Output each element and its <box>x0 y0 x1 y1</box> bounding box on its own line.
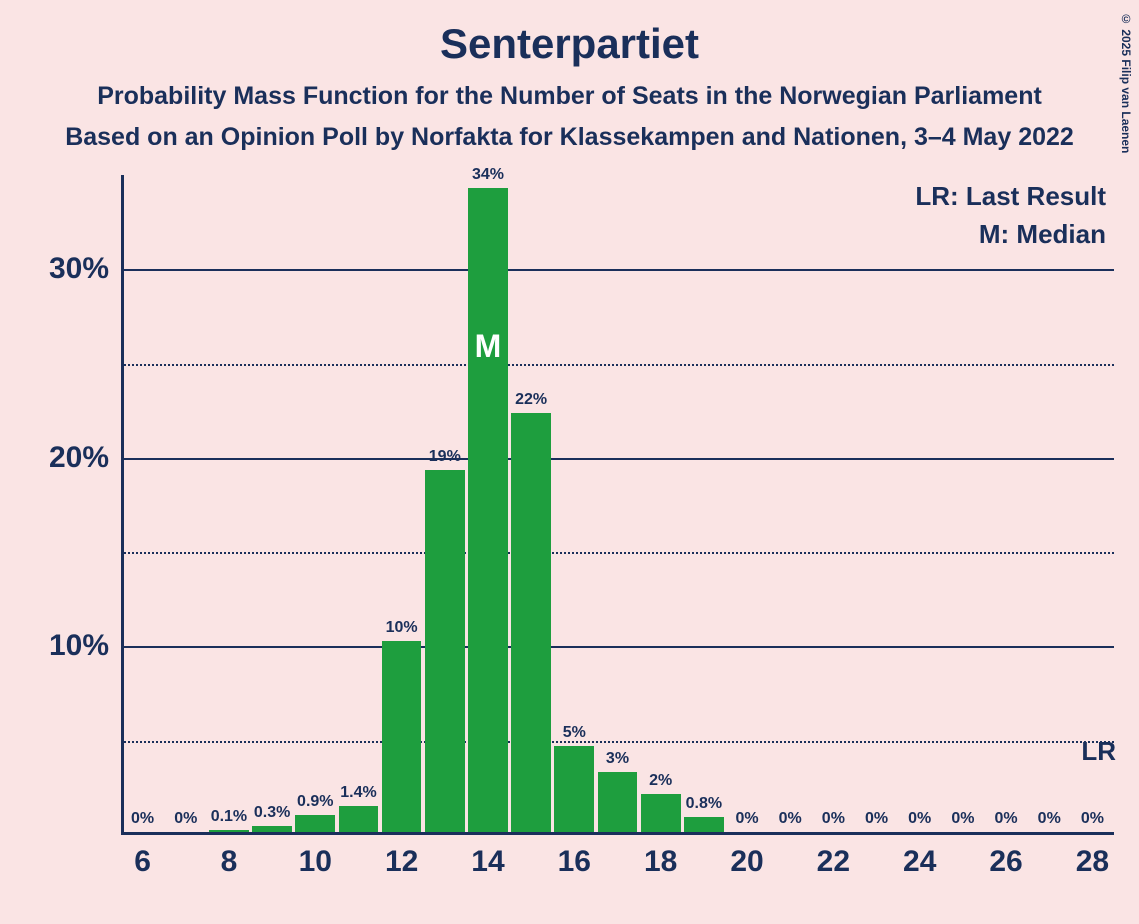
bar-value-label: 0% <box>735 810 758 832</box>
x-tick-label: 24 <box>903 835 936 879</box>
x-tick-label: 18 <box>644 835 677 879</box>
bar-value-label: 0% <box>995 810 1018 832</box>
bar-value-label: 19% <box>429 448 461 470</box>
bar: 0.8% <box>684 817 724 832</box>
bar: 34%M <box>468 188 508 832</box>
x-tick-label: 28 <box>1076 835 1109 879</box>
chart-subtitle-1: Probability Mass Function for the Number… <box>0 68 1139 111</box>
copyright-text: © 2025 Filip van Laenen <box>1119 12 1133 153</box>
bar-value-label: 0% <box>131 810 154 832</box>
legend-lr: LR: Last Result <box>915 181 1106 212</box>
chart-subtitle-2: Based on an Opinion Poll by Norfakta for… <box>0 111 1139 152</box>
bar-value-label: 0.8% <box>686 795 722 817</box>
bar-value-label: 0% <box>908 810 931 832</box>
bar-value-label: 0% <box>174 810 197 832</box>
bar: 22% <box>511 413 551 832</box>
median-marker: M <box>475 328 502 365</box>
x-tick-label: 22 <box>817 835 850 879</box>
bar-value-label: 0% <box>779 810 802 832</box>
chart-plot-area: 10%20%30%68101214161820222426280%0%0.1%0… <box>121 175 1114 835</box>
gridline-major <box>121 646 1114 648</box>
bar-value-label: 2% <box>649 772 672 794</box>
x-tick-label: 16 <box>558 835 591 879</box>
y-tick-label: 20% <box>49 441 121 475</box>
bar-value-label: 0.1% <box>211 808 247 830</box>
x-tick-label: 14 <box>471 835 504 879</box>
bar: 5% <box>554 746 594 832</box>
bar-value-label: 5% <box>563 724 586 746</box>
y-tick-label: 10% <box>49 629 121 663</box>
x-tick-label: 20 <box>730 835 763 879</box>
y-tick-label: 30% <box>49 252 121 286</box>
gridline-minor <box>121 741 1114 743</box>
bar: 0.1% <box>209 830 249 832</box>
gridline-major <box>121 269 1114 271</box>
bar-value-label: 22% <box>515 391 547 413</box>
bar-value-label: 0% <box>1038 810 1061 832</box>
gridline-minor <box>121 552 1114 554</box>
bar-value-label: 0.3% <box>254 804 290 826</box>
bar: 1.4% <box>339 806 379 832</box>
x-axis <box>121 832 1114 835</box>
bar: 19% <box>425 470 465 832</box>
bar-value-label: 10% <box>386 619 418 641</box>
x-tick-label: 6 <box>134 835 151 879</box>
bar-value-label: 0.9% <box>297 793 333 815</box>
x-tick-label: 8 <box>221 835 238 879</box>
legend-median: M: Median <box>979 219 1106 250</box>
gridline-major <box>121 458 1114 460</box>
bar: 10% <box>382 641 422 832</box>
bar-value-label: 34% <box>472 166 504 188</box>
x-tick-label: 12 <box>385 835 418 879</box>
chart-title: Senterpartiet <box>0 0 1139 68</box>
bar-value-label: 0% <box>1081 810 1104 832</box>
bar: 2% <box>641 794 681 832</box>
bar-value-label: 1.4% <box>340 784 376 806</box>
bar-value-label: 0% <box>865 810 888 832</box>
bar: 3% <box>598 772 638 832</box>
bar: 0.3% <box>252 826 292 832</box>
bar-value-label: 3% <box>606 750 629 772</box>
y-axis <box>121 175 124 835</box>
bar-value-label: 0% <box>822 810 845 832</box>
x-tick-label: 26 <box>989 835 1022 879</box>
bar: 0.9% <box>295 815 335 832</box>
gridline-minor <box>121 364 1114 366</box>
bar-value-label: 0% <box>951 810 974 832</box>
x-tick-label: 10 <box>299 835 332 879</box>
lr-marker: LR <box>1081 736 1116 767</box>
